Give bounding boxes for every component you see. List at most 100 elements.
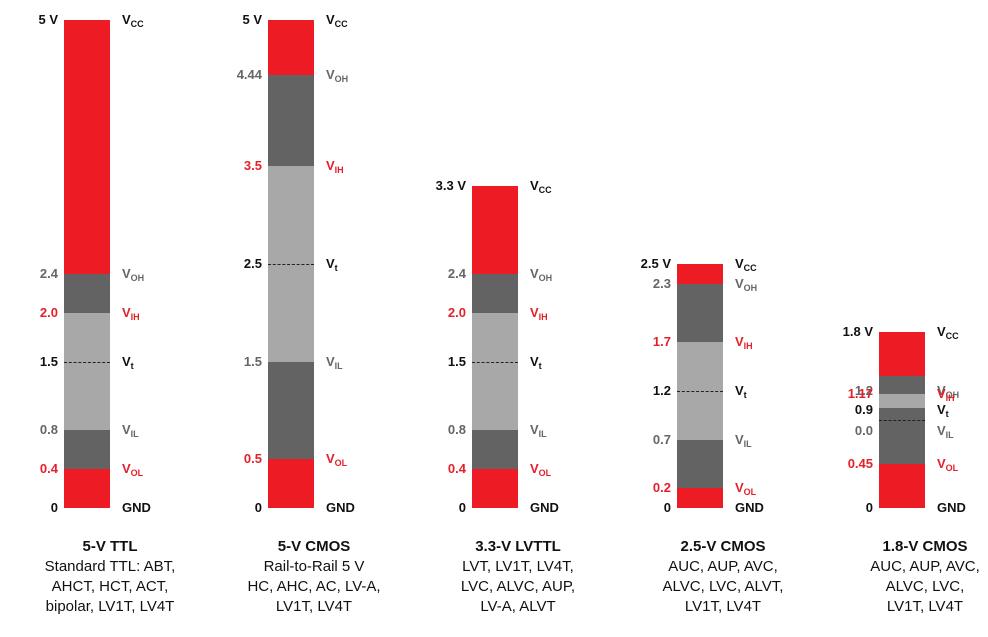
level-value: 1.7	[652, 334, 671, 350]
level-symbol-subscript: t	[538, 360, 542, 371]
level-symbol-main: V	[937, 385, 946, 401]
column-title: 5-V CMOS	[277, 538, 351, 555]
level-symbol-subscript: OL	[130, 467, 144, 478]
level-value: 0.45	[847, 456, 873, 472]
level-symbol-subscript: IL	[945, 430, 954, 440]
level-value: 0	[50, 500, 58, 515]
level-symbol-main: V	[326, 12, 335, 27]
level-symbol-subscript: OH	[945, 389, 960, 400]
level-symbol: VOL	[937, 456, 958, 476]
level-value: 0.4	[39, 460, 58, 476]
column-title: 2.5-V CMOS	[680, 538, 766, 555]
threshold-line	[472, 361, 518, 363]
level-symbol-main: GND	[122, 500, 151, 515]
level-symbol-main: V	[530, 265, 539, 281]
level-symbol-main: V	[326, 451, 335, 467]
voltage-bar	[64, 20, 110, 508]
level-symbol-main: V	[122, 12, 131, 27]
bar-segment-red	[268, 20, 314, 75]
level-symbol-main: GND	[937, 500, 966, 515]
level-value: 2.4	[39, 265, 58, 281]
voltage-bar	[677, 264, 723, 508]
level-symbol-subscript: OL	[334, 458, 348, 469]
bar-segment-dark	[268, 74, 314, 167]
level-symbol: VIL	[122, 422, 139, 442]
level-value: 0	[663, 500, 671, 515]
level-symbol: Vt	[326, 256, 338, 276]
gnd-label: GND	[326, 500, 355, 516]
device-family-line: AUC, AUP, AVC,	[870, 558, 980, 575]
level-value: 0.9	[854, 402, 873, 417]
voltage-bar	[879, 332, 925, 508]
device-family-line: LV1T, LV4T	[275, 598, 353, 615]
device-family-line: Rail-to-Rail 5 V	[263, 558, 365, 575]
level-symbol-subscript: t	[130, 360, 134, 371]
device-family-line: ALVC, LVC, ALVT,	[662, 578, 784, 595]
level-value: 0	[458, 500, 466, 515]
level-symbol: VIH	[735, 334, 753, 354]
level-symbol: VOL	[735, 480, 756, 500]
column-title: 5-V TTL	[82, 538, 138, 555]
bar-segment-red	[677, 488, 723, 508]
device-family-line: HC, AHC, AC, LV-A,	[247, 578, 381, 595]
level-symbol-subscript: t	[743, 389, 747, 400]
level-symbol-subscript: t	[334, 263, 338, 273]
bar-segment-red	[472, 468, 518, 508]
bar-segment-dark	[472, 429, 518, 469]
level-value: 5 V	[242, 12, 262, 27]
level-value: 1.2	[854, 382, 873, 398]
level-symbol: VIH	[122, 305, 140, 325]
level-value: 0.5	[243, 451, 262, 467]
level-symbol-subscript: OL	[945, 463, 959, 474]
level-symbol: VIL	[735, 432, 752, 452]
bar-segment-dark	[472, 273, 518, 313]
bar-segment-dark	[879, 376, 925, 394]
level-symbol-main: V	[937, 456, 946, 472]
level-symbol: VCC	[937, 324, 959, 344]
bar-segment-red	[64, 20, 110, 274]
level-symbol: Vt	[122, 354, 134, 374]
level-symbol: VOH	[530, 266, 552, 286]
level-value: 1.5	[243, 353, 262, 369]
level-symbol-subscript: IH	[743, 341, 753, 352]
level-symbol-subscript: CC	[334, 19, 348, 29]
level-symbol-subscript: IH	[334, 165, 344, 176]
level-symbol: VOL	[530, 461, 551, 481]
level-symbol-main: V	[326, 353, 335, 369]
threshold-line	[879, 420, 925, 422]
level-symbol-main: V	[530, 304, 539, 320]
gnd-label: GND	[735, 500, 764, 516]
bar-segment-dark	[268, 361, 314, 460]
level-value: 4.44	[236, 66, 262, 82]
level-symbol-main: V	[937, 324, 946, 340]
level-symbol-main: V	[326, 158, 335, 174]
level-symbol-subscript: OL	[538, 467, 552, 478]
level-value: 2.0	[39, 304, 58, 320]
level-symbol-main: V	[530, 421, 539, 437]
level-symbol: Vt	[530, 354, 542, 374]
bar-segment-red	[879, 332, 925, 377]
level-value: 0.2	[652, 480, 671, 496]
level-symbol-subscript: OH	[334, 73, 349, 84]
level-symbol-main: V	[326, 66, 335, 82]
column-caption: 1.8-V CMOS AUC, AUP, AVC, ALVC, LVC, LV1T, …	[840, 537, 988, 617]
bar-segment-light	[472, 312, 518, 430]
level-symbol-main: V	[735, 382, 744, 398]
level-symbol: VIL	[937, 423, 954, 443]
voltage-bar	[472, 185, 518, 508]
device-family-line: LV1T, LV4T	[684, 598, 762, 615]
level-symbol-main: V	[530, 177, 539, 193]
level-value: 1.8 V	[842, 324, 873, 340]
gnd-label: GND	[937, 500, 966, 516]
level-value: 1.17	[847, 385, 873, 401]
device-family-line: LV-A, ALVT	[480, 598, 556, 615]
device-family-line: ALVC, LVC,	[885, 578, 965, 595]
level-symbol-subscript: IH	[538, 311, 548, 322]
level-symbol: VOL	[326, 451, 347, 471]
level-symbol-main: V	[735, 256, 744, 271]
bar-segment-dark	[64, 273, 110, 313]
bar-segment-red	[64, 468, 110, 508]
level-symbol-main: V	[122, 304, 131, 320]
level-symbol: VOH	[122, 266, 144, 286]
level-symbol-main: GND	[530, 500, 559, 515]
